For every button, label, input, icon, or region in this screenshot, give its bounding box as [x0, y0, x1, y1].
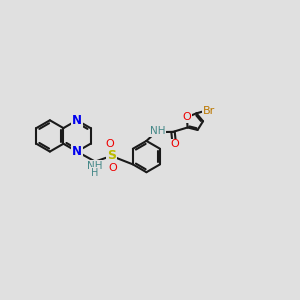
Text: Br: Br — [203, 106, 215, 116]
Text: NH: NH — [87, 160, 103, 171]
Text: O: O — [182, 112, 191, 122]
Text: H: H — [92, 167, 99, 178]
Text: N: N — [72, 145, 82, 158]
Text: N: N — [72, 114, 82, 127]
Text: O: O — [106, 139, 115, 149]
Text: O: O — [170, 140, 179, 149]
Text: S: S — [107, 149, 116, 162]
Text: NH: NH — [150, 126, 165, 136]
Text: O: O — [108, 163, 117, 173]
